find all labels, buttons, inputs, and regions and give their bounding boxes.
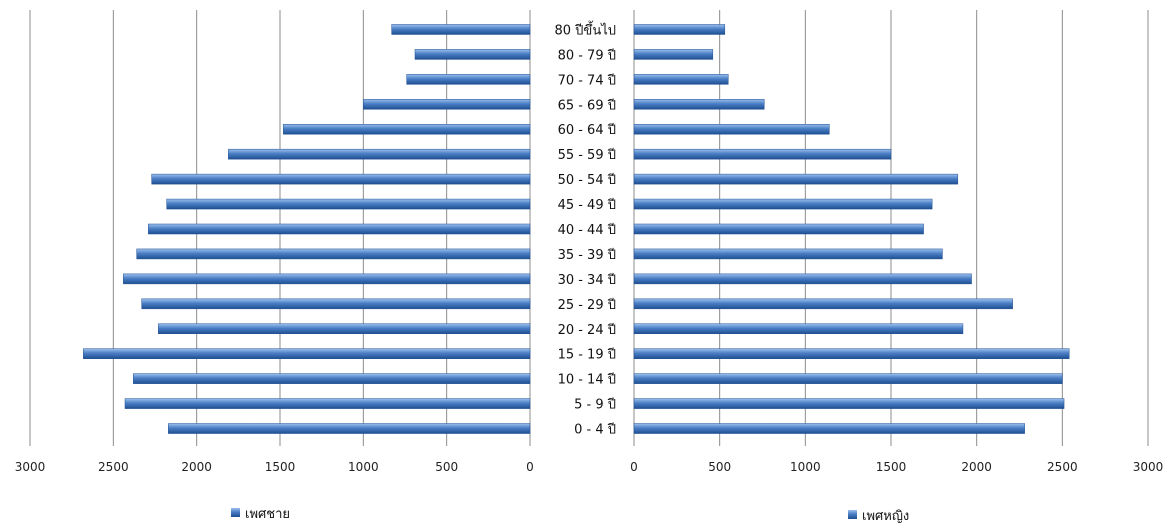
age-group-label: 15 - 19 ปี	[558, 347, 616, 363]
legend-swatch-female	[848, 510, 857, 519]
bar-male	[283, 123, 531, 135]
bar-female	[633, 74, 729, 85]
bar-male	[123, 273, 531, 285]
age-group-label: 35 - 39 ปี	[558, 247, 616, 263]
bar-male	[141, 298, 531, 310]
age-group-label: 60 - 64 ปี	[558, 122, 616, 138]
age-group-label: 10 - 14 ปี	[558, 372, 616, 388]
tick-label-right: 0	[630, 460, 638, 474]
age-group-labels: 0 - 4 ปี 5 - 9 ปี 10 - 14 ปี 15 - 19 ปี 20 -…	[555, 20, 617, 437]
tick-label-right: 3000	[1133, 460, 1164, 474]
bar-male	[168, 423, 531, 434]
age-group-label: 55 - 59 ปี	[558, 147, 616, 163]
bar-male	[406, 74, 531, 85]
bar-male	[363, 99, 531, 110]
bar-female	[633, 99, 765, 110]
legend-label-female: เพศหญิง	[862, 509, 909, 524]
bar-female	[633, 123, 830, 135]
bar-female	[633, 373, 1063, 384]
age-group-label: 65 - 69 ปี	[558, 97, 616, 113]
tick-label-right: 2500	[1047, 460, 1078, 474]
tick-label-left: 1500	[265, 460, 296, 474]
bar-female	[633, 348, 1070, 359]
age-group-label: 0 - 4 ปี	[574, 422, 616, 438]
age-group-label: 25 - 29 ปี	[558, 297, 616, 313]
bar-male	[166, 198, 531, 210]
bar-female	[633, 223, 924, 235]
left-axis-ticks: 3000 2500 2000 1500 1000 500 0	[15, 460, 534, 474]
tick-label-left: 500	[435, 460, 458, 474]
tick-label-right: 500	[708, 460, 731, 474]
tick-label-left: 3000	[15, 460, 46, 474]
age-group-label: 70 - 74 ปี	[558, 72, 616, 88]
bar-male	[228, 148, 531, 160]
legend-label-male: เพศชาย	[245, 507, 290, 522]
right-axis-ticks: 0 500 1000 1500 2000 2500 3000	[630, 460, 1163, 474]
bar-female	[633, 323, 964, 335]
bar-female	[633, 273, 972, 285]
female-bars	[633, 24, 1070, 434]
bar-male	[124, 398, 531, 409]
bar-male	[414, 49, 531, 60]
tick-label-left: 0	[526, 460, 534, 474]
age-group-label: 40 - 44 ปี	[558, 222, 616, 238]
age-group-label: 20 - 24 ปี	[558, 322, 616, 338]
age-group-label: 5 - 9 ปี	[574, 397, 616, 413]
tick-label-right: 2000	[961, 460, 992, 474]
bar-female	[633, 423, 1025, 434]
tick-label-left: 2000	[181, 460, 212, 474]
bar-male	[148, 223, 531, 235]
legend-swatch-male	[231, 508, 240, 517]
bar-male	[136, 248, 531, 260]
bar-female	[633, 148, 892, 160]
bar-female	[633, 248, 943, 260]
age-group-label: 30 - 34 ปี	[558, 272, 616, 288]
legend: เพศชาย เพศหญิง	[231, 507, 909, 524]
tick-label-right: 1500	[876, 460, 907, 474]
bar-female	[633, 298, 1013, 310]
male-bars	[83, 24, 531, 434]
bar-female	[633, 24, 726, 35]
bar-male	[151, 173, 531, 185]
tick-label-right: 1000	[790, 460, 821, 474]
bar-male	[133, 373, 531, 384]
age-group-label: 45 - 49 ปี	[558, 197, 616, 213]
bar-male	[391, 24, 531, 35]
bar-male	[158, 323, 531, 335]
age-group-label: 80 - 79 ปี	[558, 47, 616, 63]
tick-label-left: 2500	[98, 460, 129, 474]
bar-female	[633, 198, 933, 210]
bar-female	[633, 49, 714, 60]
tick-label-left: 1000	[348, 460, 379, 474]
bar-male	[83, 348, 531, 359]
bar-female	[633, 173, 959, 185]
age-group-label: 50 - 54 ปี	[558, 172, 616, 188]
age-group-label: 80 ปีขึ้นไป	[555, 20, 617, 38]
bar-female	[633, 398, 1065, 409]
